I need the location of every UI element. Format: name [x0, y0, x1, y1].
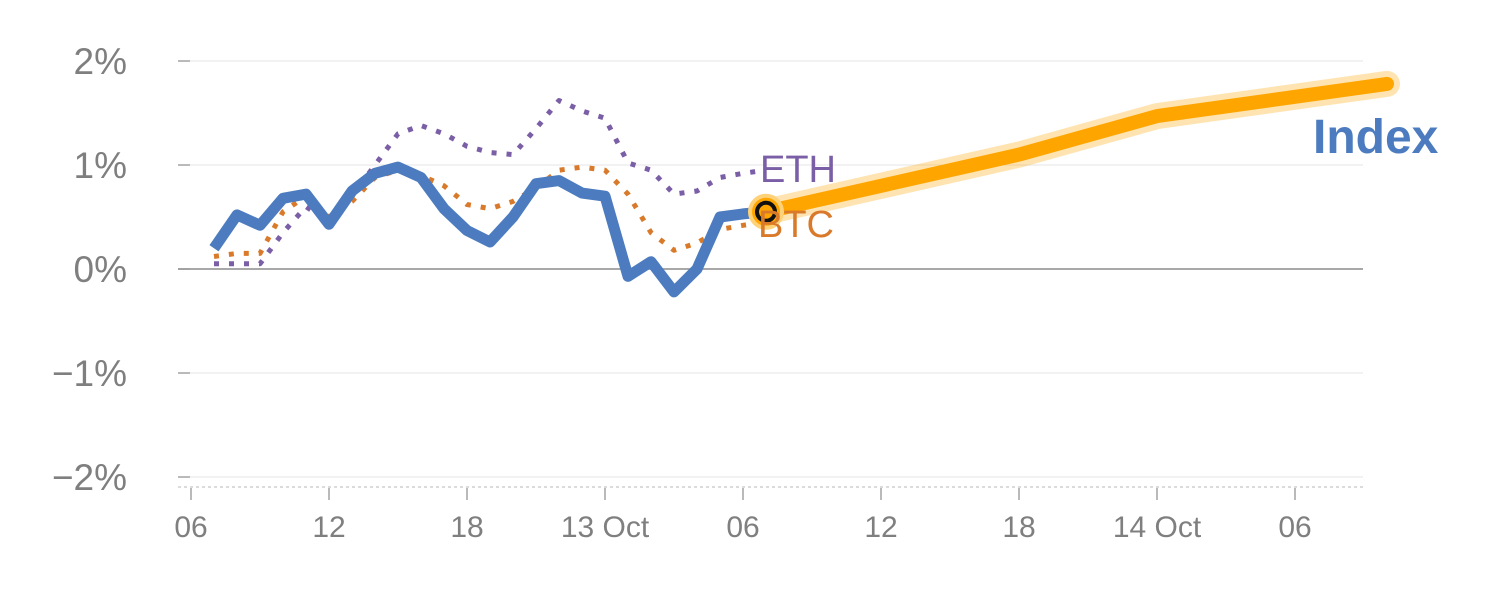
y-tick-label: 1% [74, 145, 127, 186]
series-label-eth: ETH [760, 149, 836, 191]
x-tick-label: 06 [174, 511, 207, 544]
axis-layer: 2% 1% 0% −1% −2% 06 12 18 13 Oct 06 12 18 14 Oct 06 [52, 41, 1363, 544]
x-tick-label: 13 Oct [561, 511, 650, 544]
series-layer [209, 70, 1400, 298]
current-value-marker-ring [755, 200, 777, 223]
label-layer: ETH BTC Index [758, 111, 1439, 246]
projection-line [759, 76, 1394, 219]
x-tick-label: 06 [1278, 511, 1311, 544]
x-tick-label: 18 [450, 511, 483, 544]
series-label-btc: BTC [758, 204, 834, 246]
x-tick-label: 12 [864, 511, 897, 544]
y-tick-label: 2% [74, 41, 127, 82]
y-tick-label: −2% [52, 457, 127, 498]
x-tick-label: 12 [312, 511, 345, 544]
series-label-index: Index [1313, 111, 1439, 164]
x-tick-label: 14 Oct [1113, 511, 1202, 544]
y-tick-label: −1% [52, 353, 127, 394]
x-tick-label: 18 [1002, 511, 1035, 544]
grid-layer [178, 60, 1363, 478]
y-tick-label: 0% [74, 249, 127, 290]
series-line-index [209, 161, 767, 298]
x-tick-label: 06 [726, 511, 759, 544]
current-value-marker [748, 193, 784, 230]
